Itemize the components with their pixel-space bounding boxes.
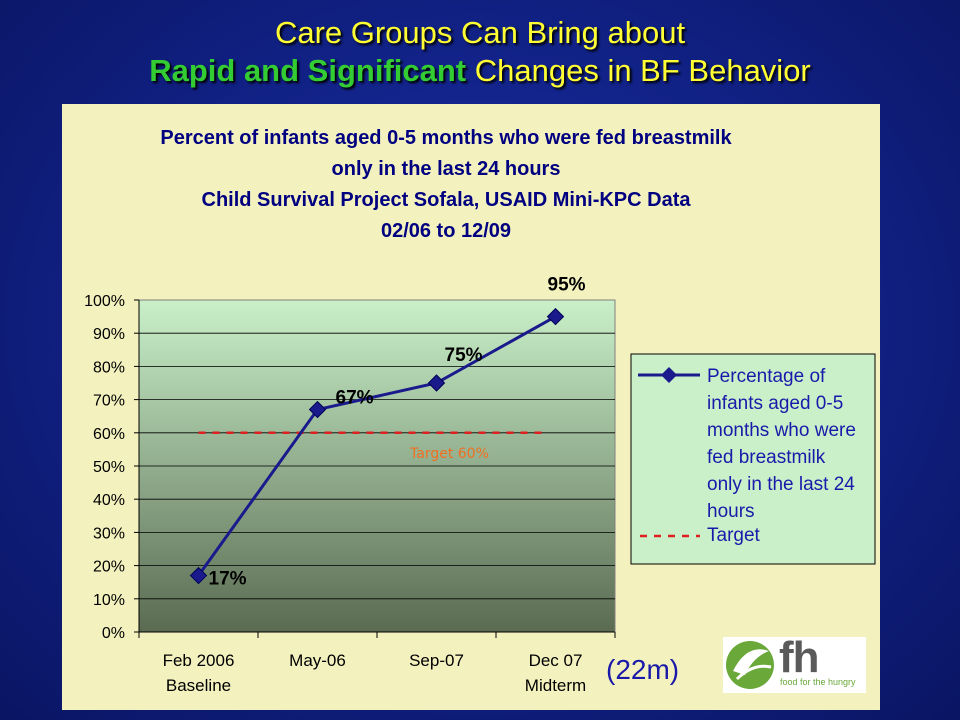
logo-mark: fh <box>779 633 820 682</box>
legend-series-label: months who were <box>707 420 856 441</box>
y-tick-label: 0% <box>102 625 125 642</box>
slide-title-rest: Changes in BF Behavior <box>466 53 811 88</box>
logo-tagline: food for the hungry <box>780 677 856 687</box>
y-tick-label: 90% <box>93 326 125 343</box>
slide-title-highlight: Rapid and Significant <box>149 53 467 88</box>
legend-box <box>630 353 876 565</box>
data-point <box>189 566 208 585</box>
duration-label: (22m) <box>606 654 680 685</box>
data-point <box>546 307 565 326</box>
x-tick-label: Feb 2006 <box>163 651 235 670</box>
chart-title-line: Child Survival Project Sofala, USAID Min… <box>202 189 692 211</box>
x-tick-label: Baseline <box>166 676 231 695</box>
legend-series-label: only in the last 24 <box>707 474 855 495</box>
x-tick-label: Sep-07 <box>409 651 464 670</box>
y-tick-label: 30% <box>93 525 125 542</box>
slide-title-line-2: Rapid and Significant Changes in BF Beha… <box>0 52 960 90</box>
x-tick-label: May-06 <box>289 651 346 670</box>
data-label: 67% <box>336 388 374 409</box>
y-tick-label: 80% <box>93 359 125 376</box>
chart-title-line: only in the last 24 hours <box>332 158 561 180</box>
y-tick-label: 20% <box>93 559 125 576</box>
target-annotation: Target 60% <box>409 446 489 462</box>
y-tick-label: 10% <box>93 592 125 609</box>
chart-title-line: Percent of infants aged 0-5 months who w… <box>160 127 732 149</box>
series-line <box>197 315 557 577</box>
y-tick-label: 70% <box>93 393 125 410</box>
y-tick-label: 50% <box>93 459 125 476</box>
legend-series-label: Percentage of <box>707 366 826 387</box>
logo: fh food for the hungry <box>723 633 866 693</box>
legend-series-marker <box>661 367 677 383</box>
legend-target-label: Target <box>707 525 761 546</box>
y-tick-label: 40% <box>93 492 125 509</box>
leaf-icon <box>726 641 774 689</box>
y-tick-label: 100% <box>84 293 125 310</box>
chart-title-line: 02/06 to 12/09 <box>381 220 511 242</box>
data-point <box>308 400 327 419</box>
legend-series-label: fed breastmilk <box>707 447 826 468</box>
data-label: 17% <box>209 569 247 590</box>
x-tick-label: Dec 07 <box>529 651 583 670</box>
legend-series-label: hours <box>707 501 755 522</box>
slide-title-line-1: Care Groups Can Bring about <box>274 15 686 50</box>
x-tick-label: Midterm <box>525 676 586 695</box>
legend-series-label: infants aged 0-5 <box>707 393 843 414</box>
y-tick-label: 60% <box>93 426 125 443</box>
data-label: 75% <box>445 345 483 366</box>
data-label: 95% <box>548 275 586 296</box>
slide-title: Care Groups Can Bring about Rapid and Si… <box>0 14 960 90</box>
data-point <box>427 374 446 392</box>
